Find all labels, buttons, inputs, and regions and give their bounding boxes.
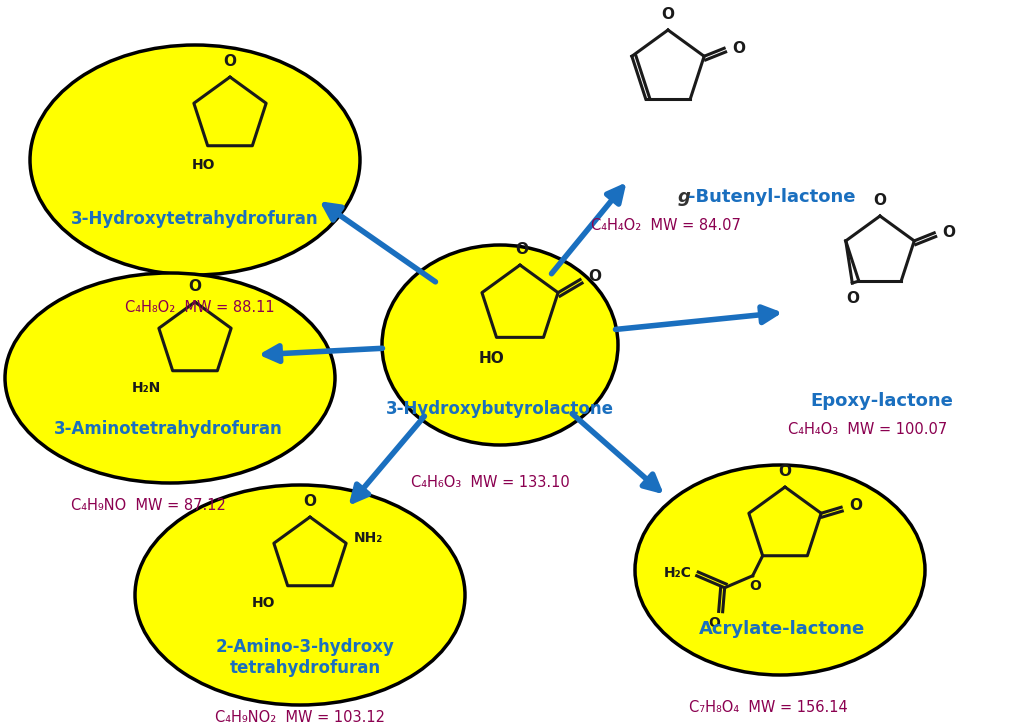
Ellipse shape <box>635 465 925 675</box>
Text: C₇H₈O₄  MW = 156.14: C₇H₈O₄ MW = 156.14 <box>689 700 847 715</box>
Text: 3-Aminotetrahydrofuran: 3-Aminotetrahydrofuran <box>54 420 282 438</box>
Text: O: O <box>874 193 886 208</box>
Text: 2-Amino-3-hydroxy
tetrahydrofuran: 2-Amino-3-hydroxy tetrahydrofuran <box>216 638 395 677</box>
Text: O: O <box>779 464 791 479</box>
Text: -Butenyl-lactone: -Butenyl-lactone <box>688 188 855 206</box>
Text: C₄H₆O₃  MW = 133.10: C₄H₆O₃ MW = 133.10 <box>411 475 569 490</box>
Text: HO: HO <box>192 158 216 172</box>
Text: O: O <box>732 41 745 56</box>
Text: O: O <box>709 616 721 630</box>
Text: C₄H₉NO₂  MW = 103.12: C₄H₉NO₂ MW = 103.12 <box>215 710 385 725</box>
Text: Epoxy-lactone: Epoxy-lactone <box>811 392 953 410</box>
Text: HO: HO <box>252 596 276 610</box>
Text: H₂N: H₂N <box>131 381 161 395</box>
Text: O: O <box>942 226 956 240</box>
Ellipse shape <box>5 273 335 483</box>
Text: H₂C: H₂C <box>664 566 692 579</box>
Text: NH₂: NH₂ <box>354 531 383 545</box>
Ellipse shape <box>30 45 359 275</box>
Ellipse shape <box>382 245 618 445</box>
Text: O: O <box>588 269 601 284</box>
Text: 3-Hydroxytetrahydrofuran: 3-Hydroxytetrahydrofuran <box>71 210 319 228</box>
Text: O: O <box>849 498 863 513</box>
Text: O: O <box>515 242 529 257</box>
Text: Acrylate-lactone: Acrylate-lactone <box>699 620 865 638</box>
Text: C₄H₄O₃  MW = 100.07: C₄H₄O₃ MW = 100.07 <box>788 422 947 437</box>
Text: O: O <box>188 279 201 294</box>
Ellipse shape <box>135 485 465 705</box>
Text: C₄H₄O₂  MW = 84.07: C₄H₄O₂ MW = 84.07 <box>591 218 741 233</box>
Text: C₄H₉NO  MW = 87.12: C₄H₉NO MW = 87.12 <box>70 498 225 513</box>
Text: HO: HO <box>478 352 504 366</box>
Text: O: O <box>661 7 675 22</box>
Text: 3-Hydroxybutyrolactone: 3-Hydroxybutyrolactone <box>386 400 614 418</box>
Text: O: O <box>223 54 237 69</box>
Text: g: g <box>678 188 691 206</box>
Text: O: O <box>304 494 316 509</box>
Text: C₄H₈O₂  MW = 88.11: C₄H₈O₂ MW = 88.11 <box>125 300 275 315</box>
Text: O: O <box>846 291 858 306</box>
Text: O: O <box>750 579 761 593</box>
